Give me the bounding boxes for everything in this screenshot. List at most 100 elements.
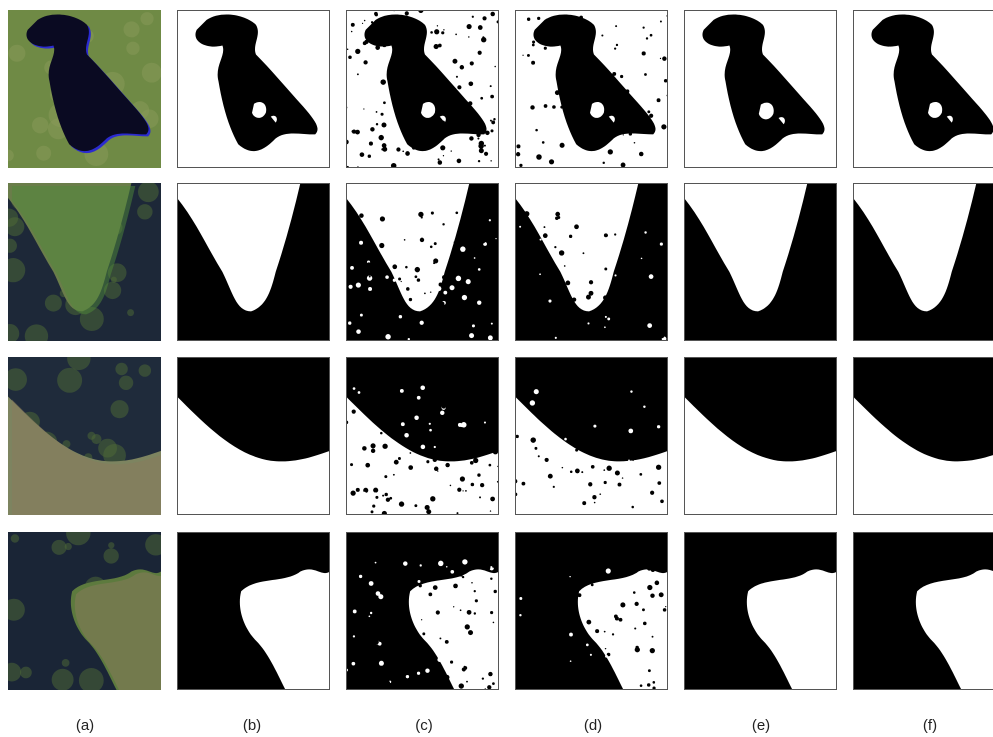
noise — [551, 597, 556, 602]
noise — [610, 98, 613, 101]
noise — [390, 422, 394, 426]
noise — [621, 303, 622, 304]
noise — [355, 638, 356, 639]
noise — [375, 496, 378, 499]
noise — [438, 430, 440, 432]
noise — [434, 446, 436, 448]
noise — [468, 499, 470, 501]
noise — [450, 570, 454, 574]
noise — [493, 622, 495, 624]
noise — [608, 453, 612, 457]
noise — [469, 333, 474, 338]
noise — [537, 17, 540, 20]
noise — [517, 311, 519, 313]
noise — [575, 95, 580, 100]
noise — [536, 154, 542, 160]
noise — [412, 34, 416, 38]
texture — [141, 12, 154, 25]
noise — [662, 56, 666, 60]
noise — [428, 592, 432, 596]
noise — [452, 323, 454, 325]
noise — [660, 243, 663, 246]
noise — [647, 585, 652, 590]
noise — [360, 152, 365, 157]
noise — [471, 260, 476, 265]
noise — [571, 22, 575, 26]
noise — [403, 561, 407, 565]
noise — [402, 646, 405, 649]
noise — [648, 669, 651, 672]
noise — [479, 315, 484, 320]
noise — [605, 316, 607, 318]
noise — [393, 279, 396, 282]
noise — [456, 512, 458, 514]
noise — [408, 321, 409, 322]
noise — [615, 575, 617, 577]
noise — [596, 138, 599, 141]
panel-grid — [0, 8, 993, 693]
noise — [656, 465, 661, 470]
noise — [581, 579, 582, 580]
noise — [364, 564, 367, 567]
noise — [579, 392, 583, 396]
noise — [659, 429, 662, 432]
noise — [369, 276, 371, 278]
noise — [571, 399, 575, 403]
noise — [566, 281, 571, 286]
noise — [445, 463, 449, 467]
noise — [385, 275, 389, 279]
noise — [534, 389, 539, 394]
texture — [139, 364, 151, 376]
texture — [3, 663, 22, 682]
noise — [395, 490, 397, 492]
noise — [382, 43, 386, 47]
noise — [421, 445, 426, 450]
noise — [401, 281, 402, 282]
noise — [381, 564, 385, 568]
noise — [434, 44, 439, 49]
noise — [570, 660, 572, 662]
noise — [368, 155, 371, 158]
noise — [356, 282, 361, 287]
noise — [529, 227, 530, 228]
noise — [653, 681, 656, 684]
noise — [359, 580, 361, 582]
noise — [385, 334, 390, 339]
noise — [423, 649, 426, 652]
noise — [480, 565, 484, 569]
noise — [496, 656, 500, 660]
panel-label: (e) — [752, 717, 770, 734]
noise — [582, 501, 586, 505]
noise — [384, 475, 387, 478]
noise — [434, 242, 437, 245]
noise — [557, 294, 561, 298]
noise — [540, 239, 542, 241]
noise — [590, 654, 592, 656]
noise — [654, 566, 657, 569]
noise — [393, 81, 395, 83]
noise — [477, 417, 479, 419]
texture — [2, 150, 14, 162]
noise — [376, 111, 378, 113]
panel-label: (c) — [415, 717, 433, 734]
noise — [431, 212, 434, 215]
noise — [536, 647, 538, 649]
image-panel — [514, 183, 668, 342]
noise — [442, 223, 444, 225]
noise — [437, 25, 438, 26]
noise — [493, 449, 498, 454]
noise — [486, 404, 490, 408]
noise — [376, 419, 380, 423]
noise — [614, 233, 616, 235]
noise — [579, 28, 584, 33]
noise — [649, 114, 653, 118]
noise — [489, 464, 492, 467]
texture — [138, 181, 159, 202]
noise — [391, 601, 396, 606]
noise — [374, 634, 375, 635]
noise — [647, 330, 650, 333]
noise — [369, 581, 374, 586]
noise — [381, 122, 386, 127]
noise — [657, 278, 658, 279]
noise — [417, 278, 420, 281]
